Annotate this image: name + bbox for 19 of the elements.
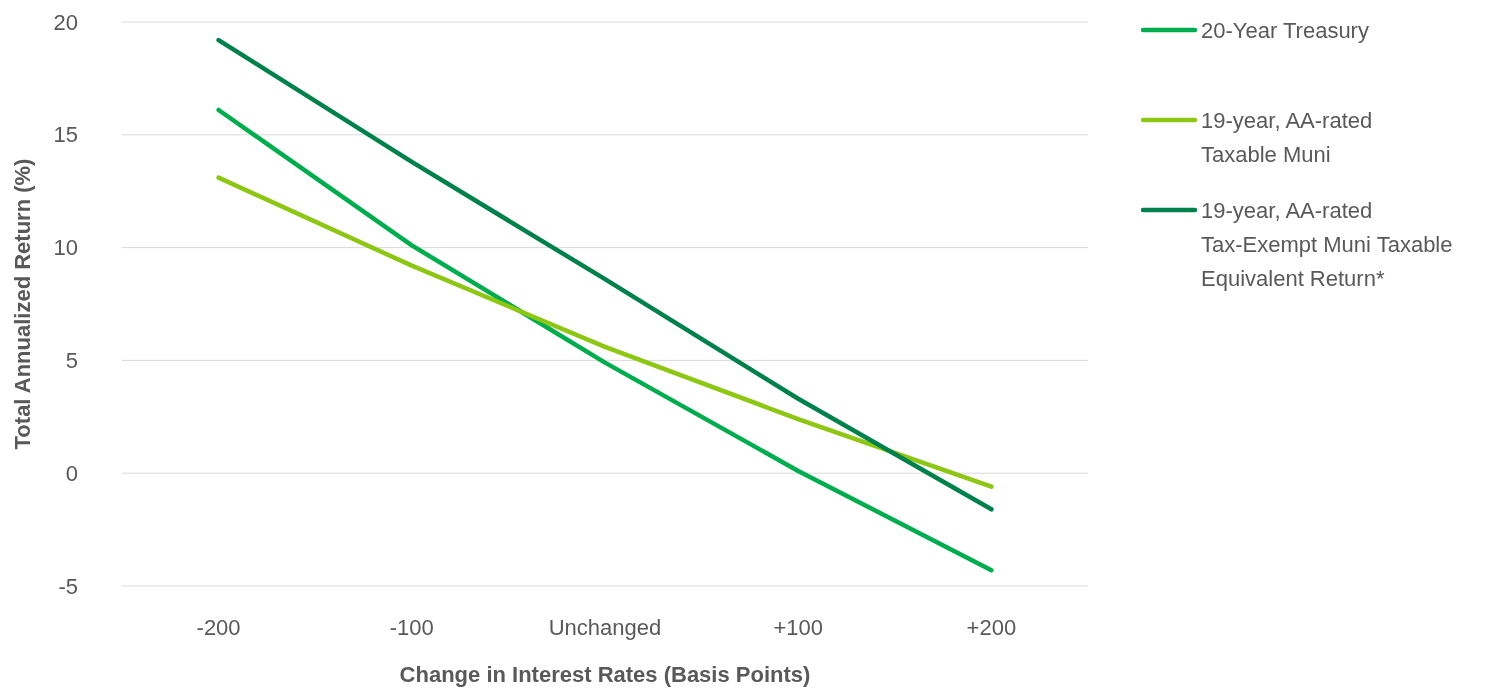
x-tick-label: -100: [389, 614, 434, 640]
legend-label: 19-year, AA-rated Taxable Muni: [1201, 107, 1373, 167]
line-series: [216, 107, 994, 573]
x-tick-label: +200: [966, 614, 1017, 640]
line-series: [216, 175, 994, 489]
y-tick-label: -5: [58, 573, 78, 599]
y-tick-label: 0: [65, 460, 78, 486]
y-tick-label: 20: [53, 9, 78, 35]
x-tick-label: -200: [196, 614, 241, 640]
x-axis-title: Change in Interest Rates (Basis Points): [399, 661, 811, 687]
legend-label: 19-year, AA-rated Tax-Exempt Muni Taxable Equivalent Return*: [1201, 197, 1453, 291]
y-axis-title: Total Annualized Return (%): [9, 158, 35, 450]
y-tick-label: 5: [65, 347, 78, 373]
y-tick-label: 10: [53, 235, 78, 261]
legend-label: 20-Year Treasury: [1201, 17, 1369, 43]
x-tick-label: +100: [773, 614, 823, 640]
y-tick-label: 15: [53, 122, 78, 148]
x-tick-label: Unchanged: [548, 614, 662, 640]
line-series: [216, 37, 994, 512]
